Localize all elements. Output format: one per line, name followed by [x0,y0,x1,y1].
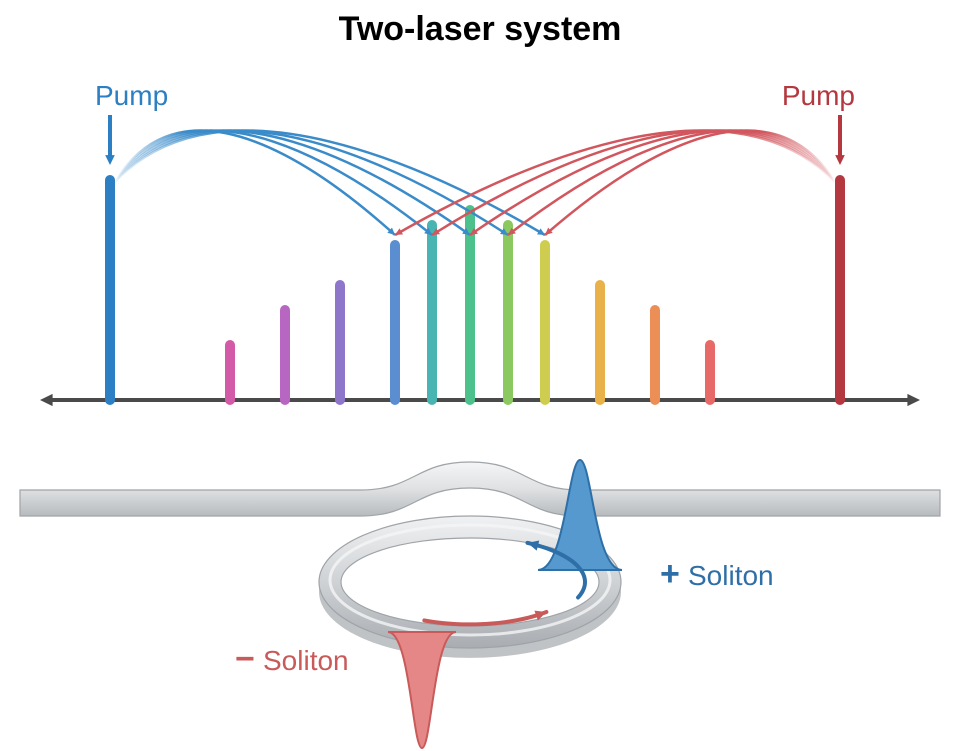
soliton-minus-sign: − [235,640,255,678]
pump-label-left: Pump [95,80,168,111]
soliton-minus-label: Soliton [263,645,349,676]
soliton-plus-sign: + [660,555,680,593]
title: Two-laser system [339,10,622,48]
soliton-plus-label: Soliton [688,560,774,591]
pump-label-right: Pump [782,80,855,111]
